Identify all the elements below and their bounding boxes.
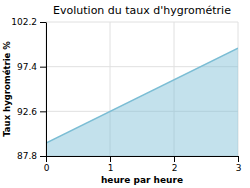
y-axis-title: Taux hygrométrie % (2, 41, 12, 137)
tick: 92.6 (17, 107, 46, 117)
tick-label: 0 (44, 163, 50, 173)
tick-label: 2 (172, 163, 178, 173)
plot: 0 1 2 3 87.8 92.6 97.4 102.2 (11, 17, 241, 173)
tick: 1 (108, 156, 114, 173)
tick-mark (40, 156, 46, 157)
marks (46, 48, 238, 156)
tick: 3 (236, 156, 242, 173)
title: Evolution du taux d'hygrométrie (53, 4, 231, 17)
area (46, 48, 238, 156)
tick-mark (174, 156, 175, 162)
x-axis-title: heure par heure (101, 175, 183, 185)
tick-mark (40, 111, 46, 112)
axis-line (47, 156, 239, 157)
tick-mark (238, 156, 239, 162)
grid-line (46, 22, 238, 23)
tick-label: 87.8 (17, 151, 37, 161)
line (46, 48, 238, 143)
grid (46, 22, 238, 156)
y-axis: 87.8 92.6 97.4 102.2 (11, 17, 46, 161)
axis-line (46, 23, 47, 157)
tick: 0 (44, 156, 50, 173)
tick-label: 3 (236, 163, 242, 173)
tick-mark (40, 22, 46, 23)
tick-mark (110, 156, 111, 162)
tick: 87.8 (17, 151, 46, 161)
tick-label: 97.4 (17, 62, 37, 72)
grid-line (46, 22, 47, 156)
tick: 97.4 (17, 62, 46, 72)
tick-mark (40, 67, 46, 68)
tick-mark (46, 156, 47, 162)
tick: 2 (172, 156, 178, 173)
tick-label: 102.2 (11, 17, 37, 27)
chart: 0 1 2 3 87.8 92.6 97.4 102.2 Evolution du taux d… (0, 0, 250, 188)
tick: 102.2 (11, 17, 46, 27)
tick-label: 92.6 (17, 107, 37, 117)
tick-label: 1 (108, 163, 114, 173)
x-axis: 0 1 2 3 (44, 156, 242, 173)
